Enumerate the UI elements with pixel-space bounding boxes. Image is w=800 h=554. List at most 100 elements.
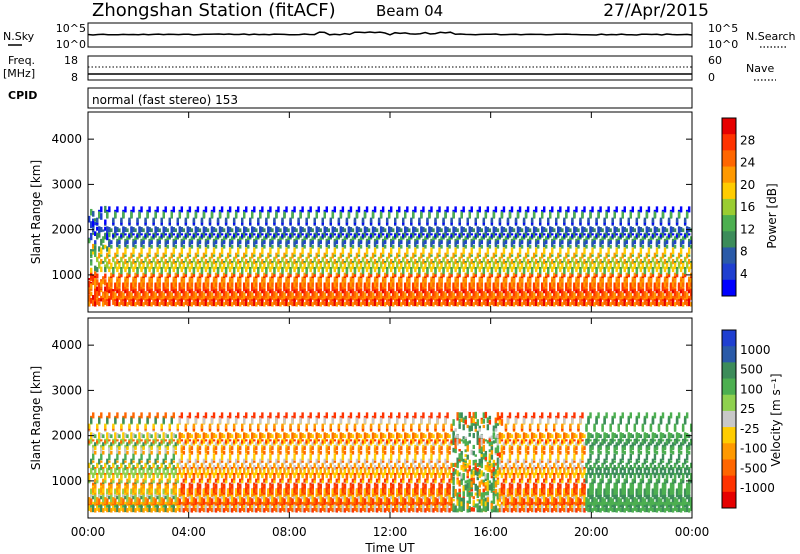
range-gate-cell xyxy=(478,254,481,257)
range-gate-cell xyxy=(138,288,141,291)
range-gate-cell xyxy=(450,217,453,223)
range-gate-cell xyxy=(307,301,310,307)
range-gate-cell xyxy=(623,254,626,257)
range-gate-cell xyxy=(595,257,598,263)
range-gate-cell xyxy=(470,276,473,280)
range-gate-cell xyxy=(236,206,240,213)
range-gate-cell xyxy=(484,262,488,269)
range-gate-cell xyxy=(504,236,508,243)
range-gate-cell xyxy=(450,299,453,305)
range-gate-cell xyxy=(88,281,91,288)
range-gate-cell xyxy=(281,234,284,238)
range-gate-cell xyxy=(192,268,196,275)
range-gate-cell xyxy=(430,206,433,213)
range-gate-cell xyxy=(488,296,492,300)
range-gate-cell xyxy=(569,288,572,296)
range-gate-cell xyxy=(269,241,272,248)
range-gate-cell xyxy=(222,275,226,280)
range-gate-cell xyxy=(172,247,175,255)
range-gate-cell xyxy=(496,288,500,296)
range-gate-cell xyxy=(520,277,524,285)
range-gate-cell xyxy=(220,290,224,294)
range-gate-cell xyxy=(462,233,465,236)
range-gate-cell xyxy=(551,266,554,271)
range-gate-cell xyxy=(335,277,339,285)
range-gate-cell xyxy=(367,236,371,243)
range-gate-cell xyxy=(126,228,129,233)
range-gate-cell xyxy=(287,302,290,307)
range-gate-cell xyxy=(110,262,113,270)
range-gate-cell xyxy=(607,281,610,287)
range-gate-cell xyxy=(577,262,580,270)
range-gate-cell xyxy=(524,211,528,218)
range-gate-cell xyxy=(609,277,612,285)
range-gate-cell xyxy=(359,285,363,291)
range-gate-cell xyxy=(355,227,359,233)
range-gate-cell xyxy=(510,206,514,213)
range-gate-cell xyxy=(492,301,496,307)
range-gate-cell xyxy=(164,266,167,271)
range-gate-cell xyxy=(561,272,564,277)
range-gate-cell xyxy=(625,236,628,243)
range-gate-cell xyxy=(408,228,411,233)
range-gate-cell xyxy=(428,262,431,269)
range-gate-cell xyxy=(321,273,324,278)
range-gate-cell xyxy=(351,262,355,270)
range-gate-cell xyxy=(291,292,294,300)
range-gate-cell xyxy=(478,241,481,248)
range-gate-cell xyxy=(613,211,616,218)
range-gate-cell xyxy=(271,302,274,307)
range-gate-cell xyxy=(148,206,151,213)
range-gate-cell xyxy=(265,257,268,263)
range-gate-cell xyxy=(422,281,425,287)
range-gate-cell xyxy=(146,283,149,289)
range-gate-cell xyxy=(536,302,540,307)
range-gate-cell xyxy=(138,298,141,302)
range-gate-cell xyxy=(188,233,192,236)
range-gate-cell xyxy=(440,272,443,277)
range-gate-cell xyxy=(230,272,234,277)
range-gate-cell xyxy=(355,232,359,238)
range-gate-cell xyxy=(478,206,481,213)
range-gate-cell xyxy=(484,301,488,307)
range-gate-cell xyxy=(520,302,524,307)
range-gate-cell xyxy=(375,277,379,285)
range-gate-cell xyxy=(591,206,594,213)
range-gate-cell xyxy=(214,244,218,249)
range-gate-cell xyxy=(494,206,498,213)
range-gate-cell xyxy=(603,299,606,305)
range-gate-cell xyxy=(476,298,479,302)
range-gate-cell xyxy=(261,266,264,271)
range-gate-cell xyxy=(609,272,612,277)
range-gate-cell xyxy=(200,257,204,263)
range-gate-cell xyxy=(551,299,554,307)
range-gate-cell xyxy=(532,298,536,302)
range-gate-cell xyxy=(482,234,486,238)
range-gate-cell xyxy=(158,244,161,249)
range-gate-cell xyxy=(605,283,608,289)
range-gate-cell xyxy=(164,206,167,213)
range-gate-cell xyxy=(271,288,274,296)
range-gate-cell xyxy=(108,206,111,213)
range-gate-cell xyxy=(317,281,320,287)
range-gate-cell xyxy=(464,262,467,270)
range-gate-cell xyxy=(398,281,401,287)
range-gate-cell xyxy=(575,254,578,257)
range-gate-cell xyxy=(210,227,214,233)
range-gate-cell xyxy=(408,277,411,285)
range-gate-cell xyxy=(361,234,365,238)
range-gate-cell xyxy=(559,299,562,307)
range-gate-cell xyxy=(357,233,361,236)
range-gate-cell xyxy=(587,217,590,223)
range-gate-cell xyxy=(456,272,459,277)
range-gate-cell xyxy=(351,244,355,249)
range-gate-cell xyxy=(110,228,113,233)
range-gate-cell xyxy=(245,290,248,294)
range-gate-cell xyxy=(323,252,326,259)
range-gate-cell xyxy=(128,299,131,305)
range-gate-cell xyxy=(633,240,637,245)
range-gate-cell xyxy=(236,233,240,236)
range-gate-cell xyxy=(142,240,145,245)
range-gate-cell xyxy=(188,247,192,255)
range-gate-cell xyxy=(436,227,439,233)
